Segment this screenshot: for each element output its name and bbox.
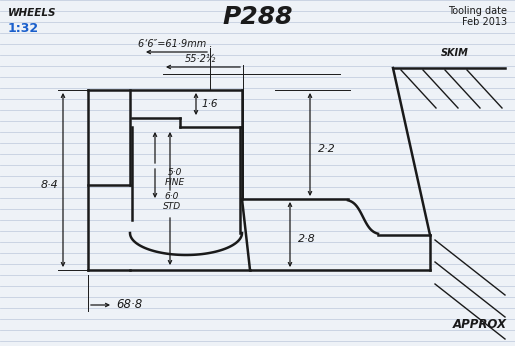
Text: 6·0
STD: 6·0 STD — [163, 192, 181, 211]
Text: 1:32: 1:32 — [8, 22, 39, 35]
Text: 1·6: 1·6 — [201, 99, 217, 109]
Text: 68·8: 68·8 — [116, 299, 142, 311]
Text: SKIM: SKIM — [441, 48, 469, 58]
Text: 2·8: 2·8 — [298, 234, 316, 244]
Text: Tooling date: Tooling date — [448, 6, 507, 16]
Text: 55·2½: 55·2½ — [184, 54, 216, 64]
Text: 5·0
FINE: 5·0 FINE — [165, 168, 185, 188]
Text: APPROX: APPROX — [453, 318, 507, 331]
Text: 8·4: 8·4 — [40, 180, 58, 190]
Text: P288: P288 — [223, 5, 293, 29]
Text: 2·2: 2·2 — [318, 144, 336, 154]
Text: WHEELS: WHEELS — [8, 8, 57, 18]
Text: Feb 2013: Feb 2013 — [462, 17, 507, 27]
Text: 6‘6″=61·9mm .: 6‘6″=61·9mm . — [138, 39, 212, 49]
